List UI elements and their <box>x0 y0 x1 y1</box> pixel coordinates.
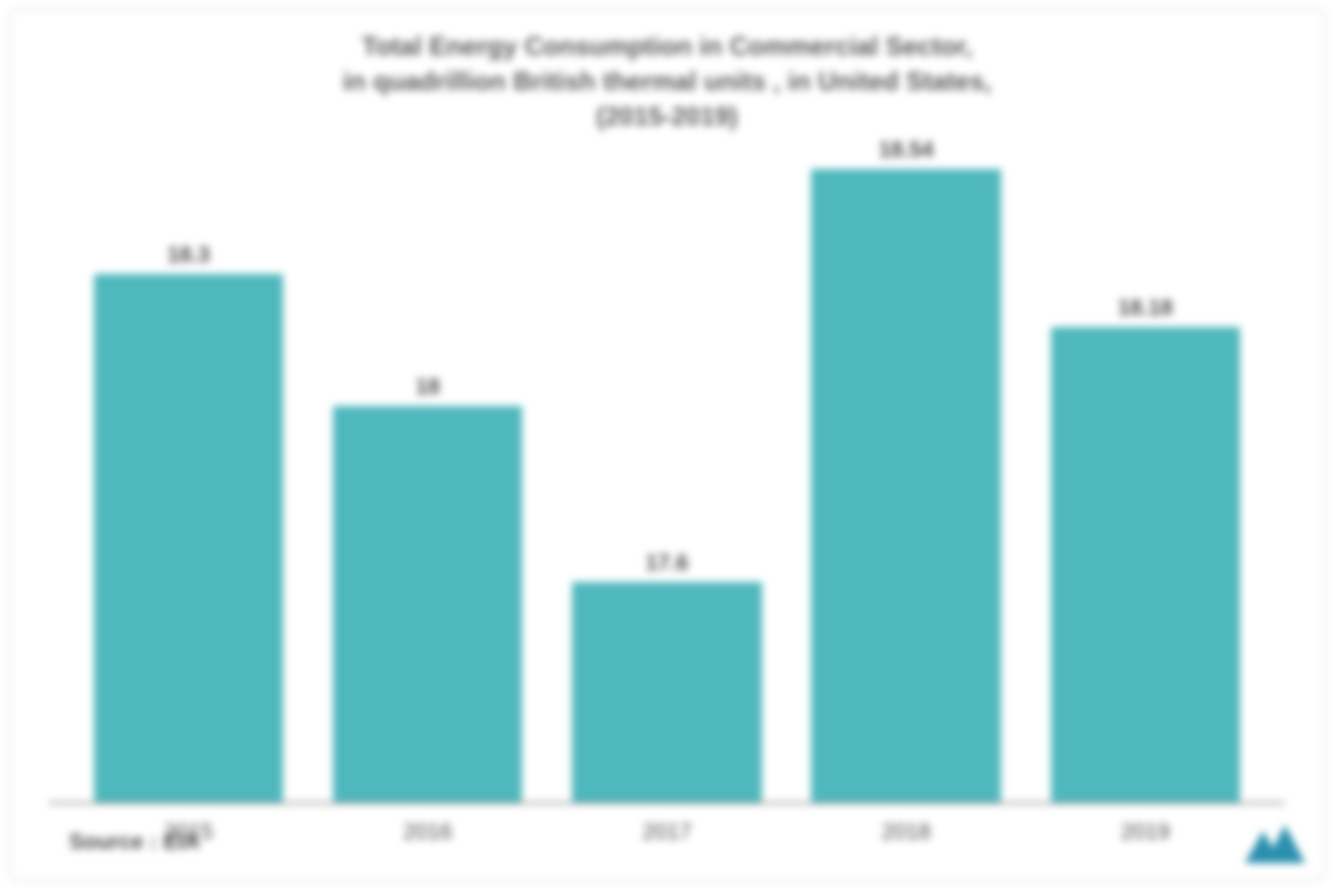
x-axis-label: 2019 <box>1038 819 1253 845</box>
bar-value-label: 18 <box>416 374 440 400</box>
title-line-3: (2015-2019) <box>49 99 1285 134</box>
title-line-1: Total Energy Consumption in Commercial S… <box>49 29 1285 64</box>
plot-area: 18.31817.618.5418.18 <box>49 144 1285 804</box>
bar <box>94 274 283 802</box>
bar-column: 18.3 <box>81 242 296 802</box>
bar <box>811 169 1000 803</box>
bar-value-label: 18.18 <box>1118 295 1173 321</box>
bar-column: 18.18 <box>1038 295 1253 802</box>
title-line-2: in quadrillion British thermal units , i… <box>49 64 1285 99</box>
x-axis-label: 2018 <box>799 819 1014 845</box>
brand-logo-icon <box>1245 823 1305 868</box>
bar-value-label: 18.3 <box>167 242 210 268</box>
bar <box>1051 327 1240 802</box>
bar-column: 18 <box>320 374 535 802</box>
bar-value-label: 18.54 <box>879 137 934 163</box>
x-axis-label: 2016 <box>320 819 535 845</box>
chart-container: Total Energy Consumption in Commercial S… <box>8 8 1326 881</box>
x-axis: 20152016201720182019 <box>49 804 1285 845</box>
bar <box>572 582 761 802</box>
bar <box>333 406 522 802</box>
bar-column: 18.54 <box>799 137 1014 803</box>
bar-column: 17.6 <box>559 550 774 802</box>
source-text: Source : EIA <box>69 829 200 855</box>
bar-value-label: 17.6 <box>646 550 689 576</box>
chart-title: Total Energy Consumption in Commercial S… <box>49 29 1285 134</box>
x-axis-label: 2017 <box>559 819 774 845</box>
bars-wrap: 18.31817.618.5418.18 <box>49 144 1285 802</box>
